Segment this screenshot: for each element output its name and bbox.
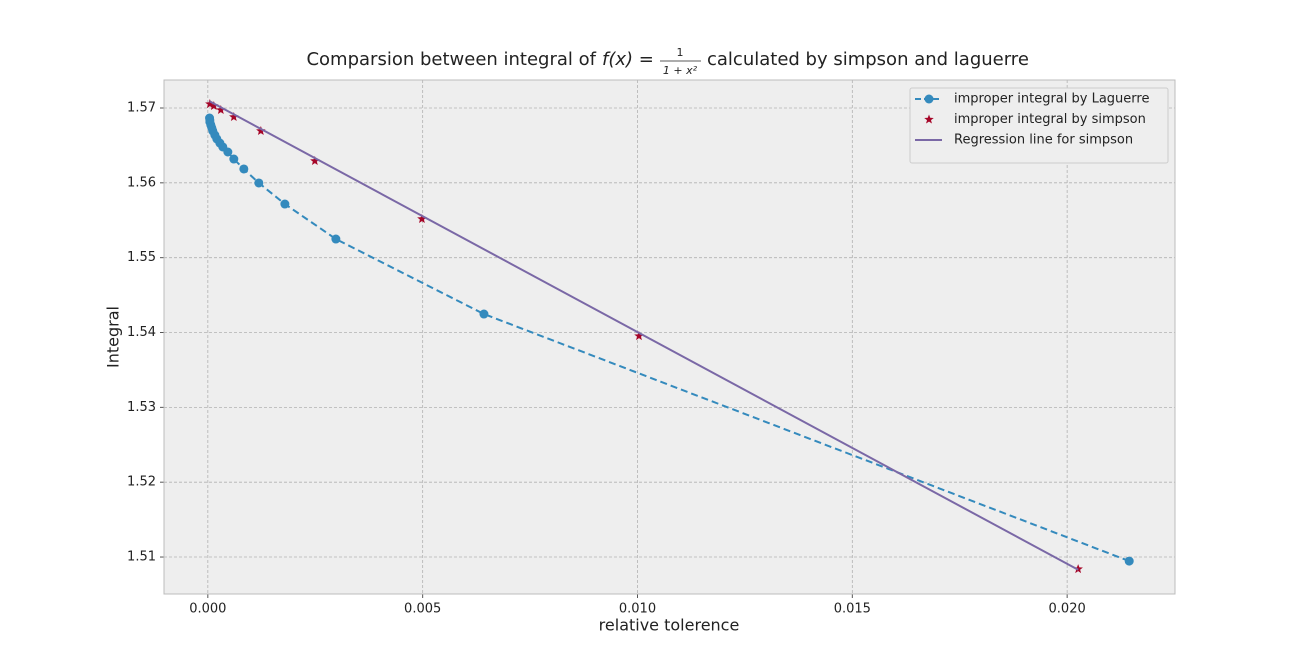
legend-label: improper integral by Laguerre [954,92,1149,107]
y-tick-label: 1.53 [127,400,156,415]
legend-star [924,114,934,124]
series-line [209,100,1079,571]
legend-marker [924,94,934,104]
star-point [216,105,226,115]
star-point [417,213,427,224]
x-tick-label: 0.010 [619,602,656,617]
point [229,154,239,164]
point [1124,556,1134,566]
y-tick-label: 1.52 [127,475,156,490]
point [331,234,341,244]
x-tick-label: 0.005 [404,602,441,617]
y-tick-label: 1.57 [127,100,156,115]
point [239,164,249,174]
star-point [634,331,644,341]
star-point [209,100,219,111]
title-formula-numerator: 1 [677,46,684,59]
plot-frame [163,79,1176,595]
legend-box [909,87,1169,164]
y-tick-label: 1.56 [127,175,156,190]
title-formula-lhs: f(x) = [602,49,654,70]
legend: improper integral by Laguerre improper in… [909,87,1169,164]
chart-title-end: calculated by simpson and laguerre [707,49,1029,70]
plot-area [164,80,1175,594]
star-point [1073,564,1083,574]
point [280,199,290,209]
x-tick-label: 0.020 [1049,602,1086,617]
legend-label: improper integral by simpson [954,112,1146,127]
point [205,113,215,123]
star-point [229,111,239,122]
title-formula-denominator: 1 + x² [663,64,698,77]
y-axis-label: Integral [104,306,123,368]
star-point [205,99,215,109]
y-tick-label: 1.51 [127,550,156,565]
y-tick-label: 1.55 [127,250,156,265]
legend-label: Regression line for simpson [954,133,1133,148]
y-tick-label: 1.54 [127,325,156,340]
chart-title: Comparsion between integral of [306,49,596,70]
x-tick-label: 0.000 [189,602,226,617]
marks [205,99,1134,574]
x-tick-label: 0.015 [834,602,871,617]
star-point [310,155,320,166]
point [254,178,264,188]
x-axis-label: relative tolerence [599,616,740,635]
point [479,309,489,319]
star-point [256,125,266,136]
